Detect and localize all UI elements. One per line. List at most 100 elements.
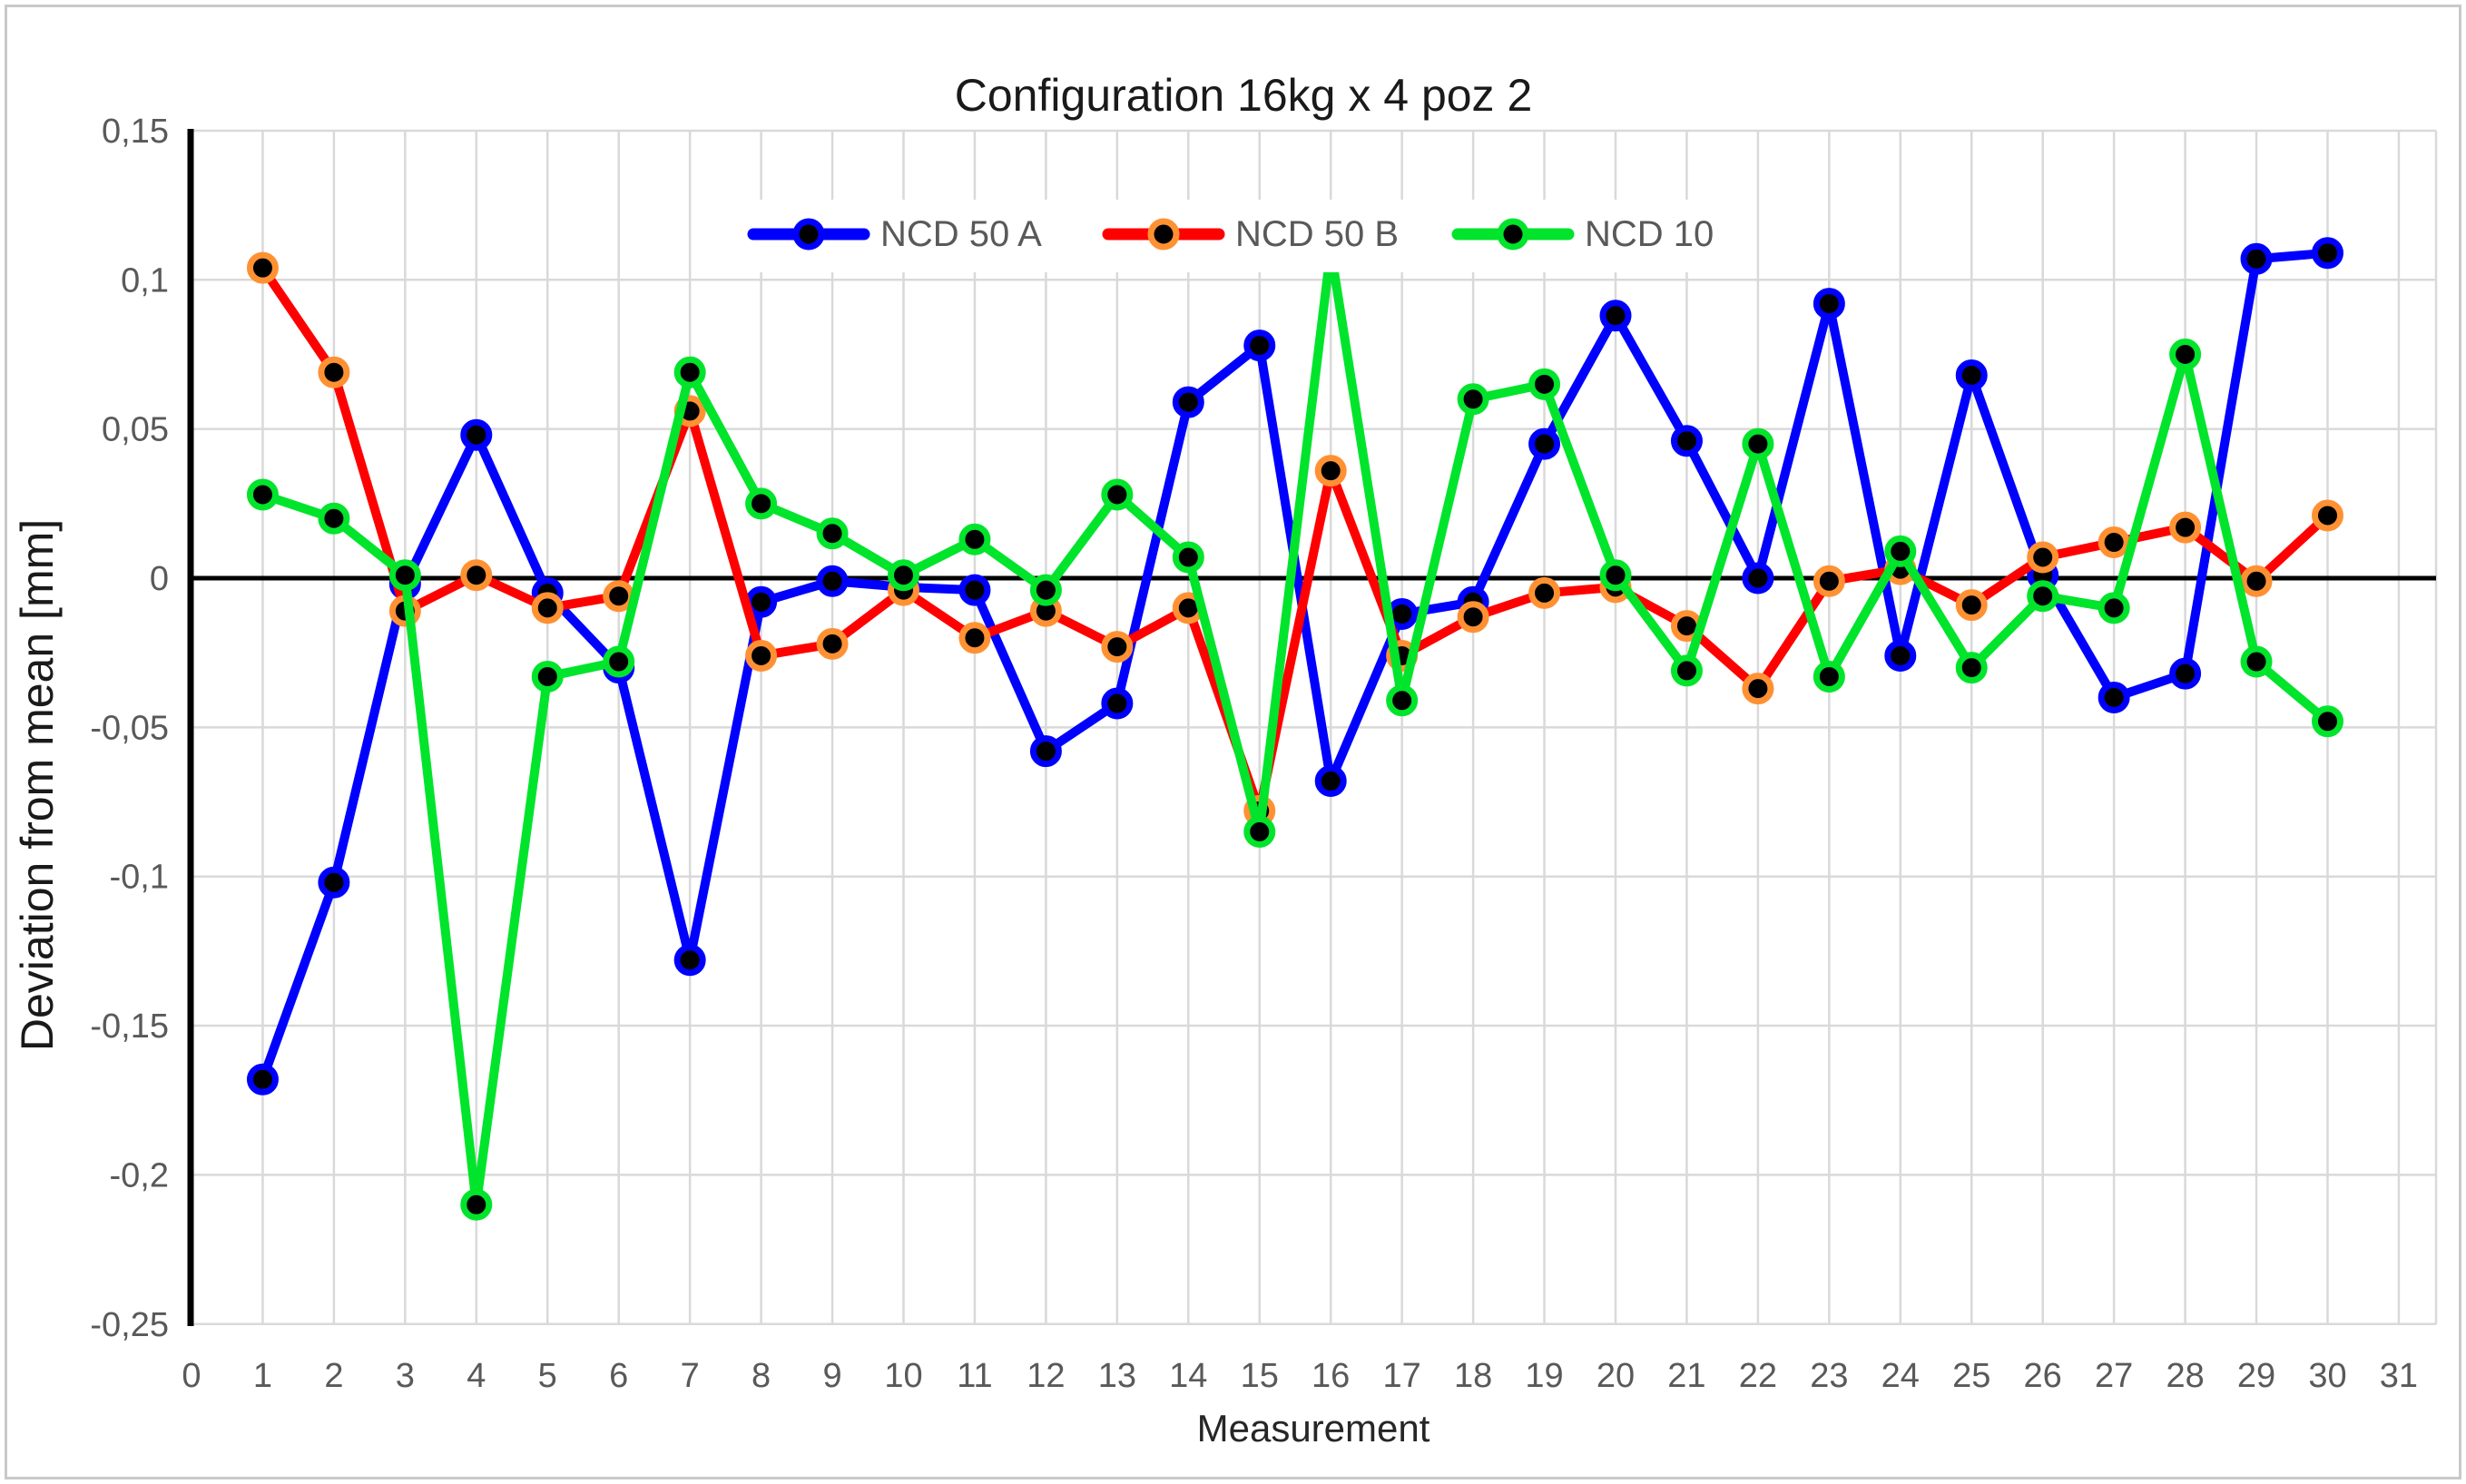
data-point-marker (1742, 673, 1774, 705)
legend-marker (792, 218, 825, 251)
x-tick-label: 9 (822, 1357, 841, 1395)
data-point-marker (1457, 601, 1489, 634)
y-tick-label: -0,15 (90, 1007, 169, 1046)
data-point-marker (1599, 300, 1632, 332)
data-point-marker (1813, 660, 1845, 693)
legend-item: NCD 10 (1451, 214, 1714, 254)
y-tick-label: 0,15 (102, 113, 169, 151)
series-line-ncd-50-a (258, 248, 2333, 1085)
data-point-marker (318, 356, 350, 388)
data-point-marker (1314, 765, 1347, 798)
x-tick-label: 2 (324, 1357, 343, 1395)
data-point-marker (318, 502, 350, 535)
data-point-marker (888, 559, 919, 592)
data-point-marker (531, 592, 564, 624)
chart-title: Configuration 16kg x 4 poz 2 (955, 70, 1533, 121)
data-point-marker (2098, 592, 2130, 624)
data-point-marker (246, 478, 279, 511)
data-point-marker (2240, 645, 2273, 678)
data-point-marker (1599, 559, 1632, 592)
y-tick-label: -0,2 (110, 1156, 169, 1194)
data-point-marker (2312, 499, 2343, 532)
data-point-marker (603, 645, 635, 678)
y-tick-label: -0,25 (90, 1306, 169, 1344)
data-point-marker (603, 580, 635, 613)
data-point-marker (318, 866, 350, 899)
data-point-marker (1386, 684, 1419, 717)
x-tick-label: 23 (1810, 1357, 1848, 1395)
legend-label: NCD 10 (1585, 214, 1714, 254)
text-layer: Configuration 16kg x 4 poz 2 Measurement… (12, 70, 2418, 1450)
y-tick-label: 0,05 (102, 411, 169, 449)
data-point-marker (1955, 589, 1988, 622)
data-point-marker (816, 627, 849, 660)
x-tick-label: 4 (467, 1357, 486, 1395)
series-layer (246, 233, 2343, 1221)
data-point-marker (958, 622, 991, 654)
data-point-marker (1101, 631, 1134, 663)
data-point-marker (1172, 541, 1204, 574)
y-tick-label: 0 (150, 560, 169, 598)
x-tick-label: 21 (1667, 1357, 1705, 1395)
x-tick-label: 7 (681, 1357, 700, 1395)
x-tick-label: 27 (2095, 1357, 2133, 1395)
data-point-marker (1243, 329, 1276, 362)
x-tick-label: 14 (1169, 1357, 1207, 1395)
data-point-marker (816, 565, 849, 597)
x-axis-title: Measurement (1197, 1407, 1430, 1450)
data-point-marker (2098, 681, 2130, 713)
data-point-marker (673, 944, 706, 977)
data-point-marker (1884, 639, 1917, 672)
data-point-marker (958, 574, 991, 606)
data-point-marker (816, 517, 849, 550)
y-axis-title: Deviation from mean [mm] (12, 519, 63, 1051)
data-point-marker (1314, 455, 1347, 487)
x-tick-label: 18 (1454, 1357, 1492, 1395)
data-point-marker (2169, 338, 2202, 370)
data-point-marker (1670, 654, 1703, 687)
data-point-marker (1813, 288, 1845, 320)
data-point-marker (1670, 425, 1703, 457)
y-tick-label: -0,1 (110, 859, 169, 897)
data-point-marker (460, 1188, 493, 1221)
legend-marker (1147, 218, 1180, 251)
data-point-marker (1528, 576, 1561, 609)
data-point-marker (246, 1063, 279, 1096)
y-tick-label: -0,05 (90, 709, 169, 747)
data-point-marker (246, 251, 279, 284)
data-point-marker (388, 559, 421, 592)
x-tick-label: 31 (2380, 1357, 2418, 1395)
data-point-marker (745, 639, 778, 672)
x-tick-label: 12 (1027, 1357, 1065, 1395)
chart-legend: NCD 50 A NCD 50 B NCD 10 (732, 200, 1737, 272)
x-tick-label: 8 (752, 1357, 771, 1395)
data-point-marker (531, 660, 564, 693)
data-point-marker (1528, 428, 1561, 460)
data-point-marker (1884, 535, 1917, 567)
x-tick-label: 3 (396, 1357, 415, 1395)
x-tick-label: 5 (538, 1357, 557, 1395)
data-point-marker (2169, 657, 2202, 690)
x-tick-label: 11 (957, 1357, 992, 1395)
data-point-marker (2027, 580, 2059, 613)
data-point-marker (2240, 565, 2273, 597)
x-tick-label: 15 (1241, 1357, 1279, 1395)
x-tick-label: 28 (2166, 1357, 2204, 1395)
data-point-marker (1813, 565, 1845, 597)
x-tick-label: 24 (1881, 1357, 1920, 1395)
data-point-marker (1955, 359, 1988, 391)
x-tick-label: 1 (253, 1357, 272, 1395)
data-point-marker (1172, 386, 1204, 418)
data-point-marker (2312, 237, 2343, 270)
data-point-marker (1029, 735, 1062, 768)
legend-item: NCD 50 B (1102, 214, 1399, 254)
legend-label: NCD 50 B (1235, 214, 1399, 254)
x-tick-label: 0 (182, 1357, 201, 1395)
data-point-marker (2169, 511, 2202, 544)
x-tick-label: 26 (2024, 1357, 2062, 1395)
x-tick-label: 17 (1383, 1357, 1421, 1395)
x-tick-label: 13 (1098, 1357, 1136, 1395)
data-point-marker (958, 523, 991, 555)
data-point-marker (2240, 242, 2273, 275)
